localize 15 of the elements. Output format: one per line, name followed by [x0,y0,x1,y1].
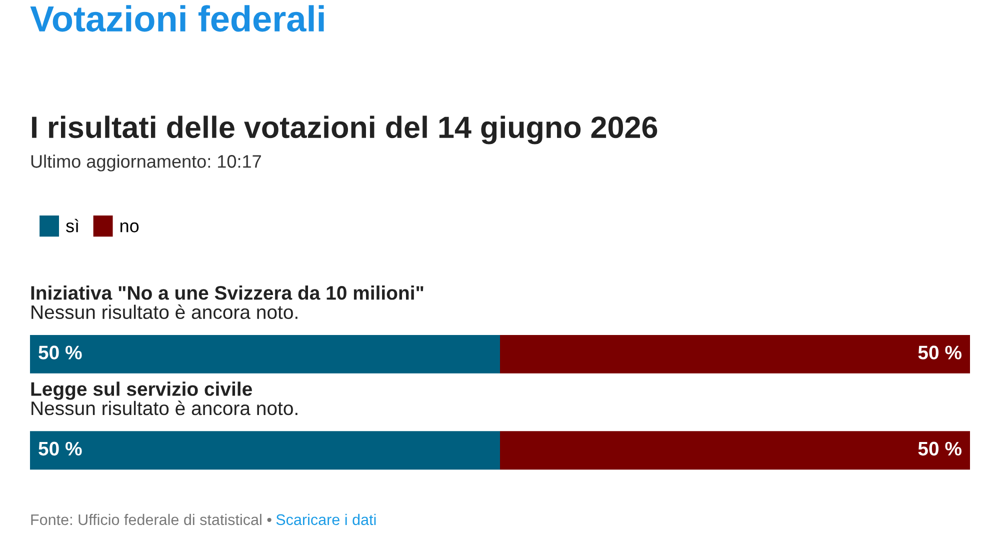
legend-label: sì [66,218,78,232]
data-label: 50 % [918,442,962,456]
data-label: 50 % [38,442,82,456]
annotation: Nessun risultato è ancora noto. [32,304,298,320]
chart-subtitle: Ultimo aggiornamento: 10:17 [31,154,261,172]
legend-label: no [120,222,139,232]
y-tick-label: Legge sul servizio civile [31,382,252,400]
text: Scaricare i dati [276,514,376,526]
source-note: Fonte: Ufficio federale di statistical • [31,514,272,526]
annotation: Nessun risultato è ancora noto. [32,400,298,416]
text: Votazioni federali [30,5,324,32]
y-tick-label: Iniziativa "No a une Svizzera da 10 milioni" [31,286,424,300]
data-label: 50 % [38,346,82,360]
data-label: 50 % [918,346,962,360]
chart-title: I risultati delle votazioni del 14 giugno 2026 [32,116,658,144]
